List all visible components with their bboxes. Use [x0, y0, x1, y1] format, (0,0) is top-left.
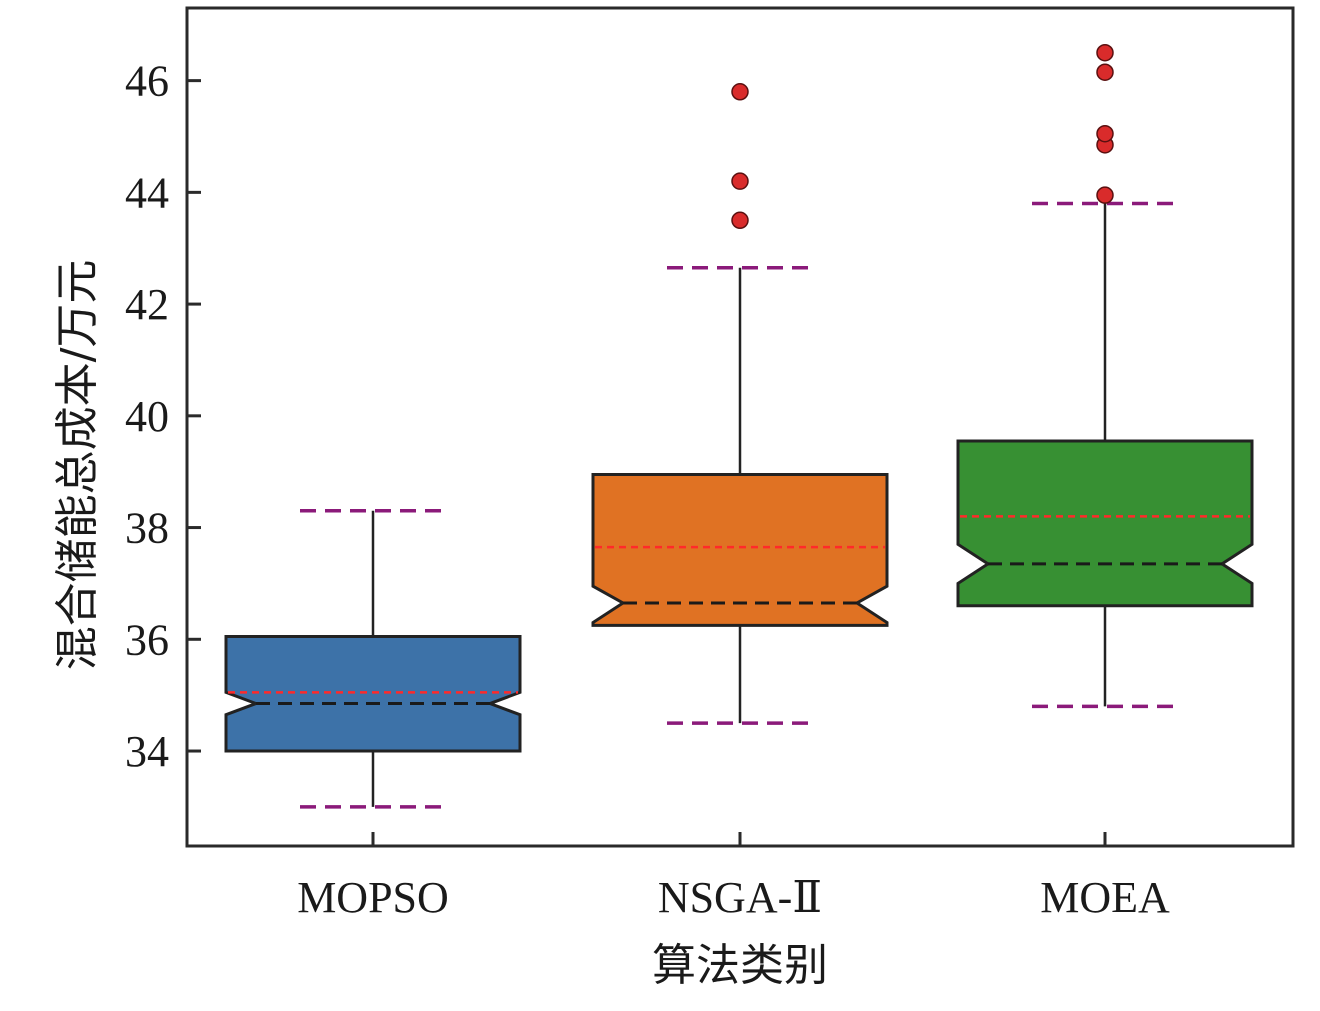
y-axis: 34 36 38 40 42 44 46	[125, 57, 201, 776]
box-group	[224, 509, 522, 809]
outlier-point	[1096, 43, 1114, 62]
y-tick-label: 36	[125, 615, 169, 664]
outlier-point	[1096, 186, 1114, 204]
y-tick-label: 38	[125, 504, 169, 553]
box-body	[224, 635, 522, 753]
y-tick-label: 46	[125, 57, 169, 106]
outlier-point	[1096, 63, 1114, 81]
box-series	[224, 43, 1254, 809]
box-group	[591, 83, 889, 725]
x-tick-label: MOEA	[1040, 873, 1170, 922]
x-axis-label: 算法类别	[652, 940, 828, 991]
y-tick-label: 40	[125, 392, 169, 441]
x-axis: MOPSO NSGA-Ⅱ MOEA	[297, 832, 1170, 922]
y-tick-label: 44	[125, 168, 169, 217]
y-axis-label: 混合储能总成本/万元	[52, 260, 103, 671]
x-tick-label: NSGA-Ⅱ	[658, 873, 822, 922]
box-group	[956, 43, 1254, 709]
outlier-point	[1096, 124, 1114, 143]
outlier-point	[731, 83, 749, 101]
box-body	[956, 439, 1254, 608]
y-tick-label: 42	[125, 280, 169, 329]
box-body	[591, 472, 889, 627]
outlier-point	[731, 172, 749, 190]
outlier-point	[731, 211, 749, 230]
y-tick-label: 34	[125, 727, 169, 776]
x-tick-label: MOPSO	[297, 873, 449, 922]
